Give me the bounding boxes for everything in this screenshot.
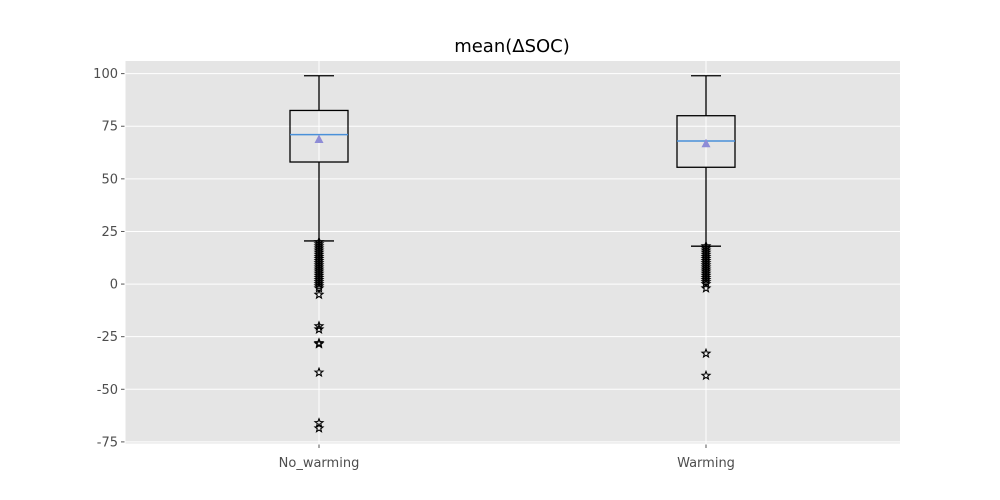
mean-marker <box>314 134 324 143</box>
mean-marker <box>701 138 711 148</box>
plot-area <box>125 61 900 444</box>
y-tick-label: 100 <box>93 67 118 82</box>
outlier-point <box>313 278 325 289</box>
chart-title: mean(ΔSOC) <box>454 36 570 57</box>
outlier-point <box>313 280 325 291</box>
x-tick-label: Warming <box>677 456 735 471</box>
y-tick-label: 75 <box>101 120 118 135</box>
y-tick-label: -75 <box>97 435 118 450</box>
outlier-point <box>313 337 325 348</box>
grid-lines <box>125 61 900 444</box>
y-axis: 100 75 50 25 0 -25 -50 -75 <box>93 61 126 450</box>
outlier-point <box>700 347 712 359</box>
y-tick-label: -25 <box>97 330 118 345</box>
x-axis: No_warming Warming <box>125 443 900 471</box>
outlier-point <box>313 366 325 378</box>
outlier-point <box>700 274 712 285</box>
outlier-point <box>313 338 325 349</box>
box-body <box>289 109 349 163</box>
box-warming <box>676 75 736 381</box>
y-tick-label: 0 <box>110 278 118 293</box>
outlier-point <box>700 369 712 381</box>
outlier-point <box>313 323 325 334</box>
y-tick-label: -50 <box>97 383 118 398</box>
y-tick-label: 25 <box>101 225 118 240</box>
outlier-point <box>700 278 712 289</box>
outlier-point <box>700 282 712 293</box>
outlier-point <box>313 422 325 433</box>
outlier-point <box>313 320 325 331</box>
y-tick-label: 50 <box>101 172 118 187</box>
x-tick-label: No_warming <box>279 456 360 471</box>
outlier-point <box>313 288 325 300</box>
boxes <box>289 75 736 433</box>
box-no-warming <box>289 75 349 433</box>
